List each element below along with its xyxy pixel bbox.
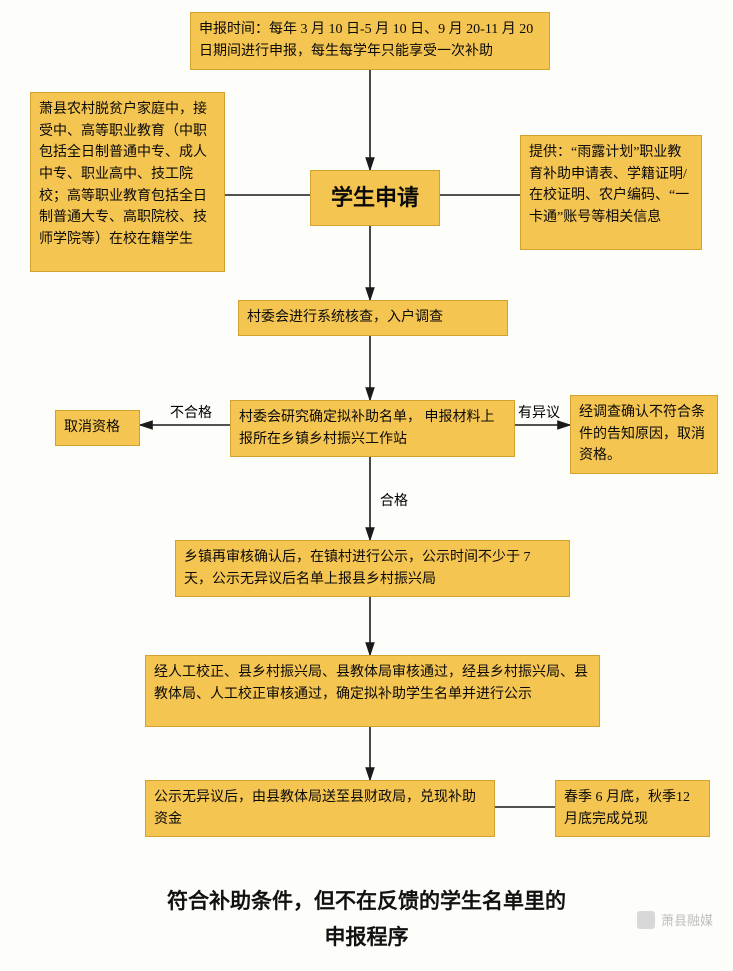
flow-node-n7: 取消资格 <box>55 410 140 446</box>
watermark: 萧县融媒 <box>637 910 713 929</box>
flow-node-n2: 萧县农村脱贫户家庭中，接受中、高等职业教育（中职包括全日制普通中专、成人中专、职… <box>30 92 225 272</box>
flow-node-n8: 经调查确认不符合条件的告知原因，取消资格。 <box>570 395 718 474</box>
flow-node-n11: 公示无异议后，由县教体局送至县财政局，兑现补助资金 <box>145 780 495 837</box>
caption-line-2: 申报程序 <box>0 921 733 951</box>
flow-node-n6: 村委会研究确定拟补助名单， 申报材料上报所在乡镇乡村振兴工作站 <box>230 400 515 457</box>
caption-line-1: 符合补助条件，但不在反馈的学生名单里的 <box>0 885 733 915</box>
flow-node-n9: 乡镇再审核确认后，在镇村进行公示，公示时间不少于 7 天，公示无异议后名单上报县… <box>175 540 570 597</box>
flow-node-n10: 经人工校正、县乡村振兴局、县教体局审核通过，经县乡村振兴局、县教体局、人工校正审… <box>145 655 600 727</box>
watermark-text: 萧县融媒 <box>661 910 713 929</box>
edge-label-7: 合格 <box>380 490 408 510</box>
flow-node-n4: 提供：“雨露计划”职业教育补助申请表、学籍证明/在校证明、农户编码、“一卡通”账… <box>520 135 702 250</box>
flow-node-n1: 申报时间：每年 3 月 10 日-5 月 10 日、9 月 20-11 月 20… <box>190 12 550 70</box>
wechat-icon <box>637 911 655 929</box>
flow-node-n5: 村委会进行系统核查，入户调查 <box>238 300 508 336</box>
edge-label-5: 不合格 <box>170 402 212 422</box>
flow-node-n3: 学生申请 <box>310 170 440 226</box>
edge-label-6: 有异议 <box>518 402 560 422</box>
flow-node-n12: 春季 6 月底，秋季12 月底完成兑现 <box>555 780 710 837</box>
